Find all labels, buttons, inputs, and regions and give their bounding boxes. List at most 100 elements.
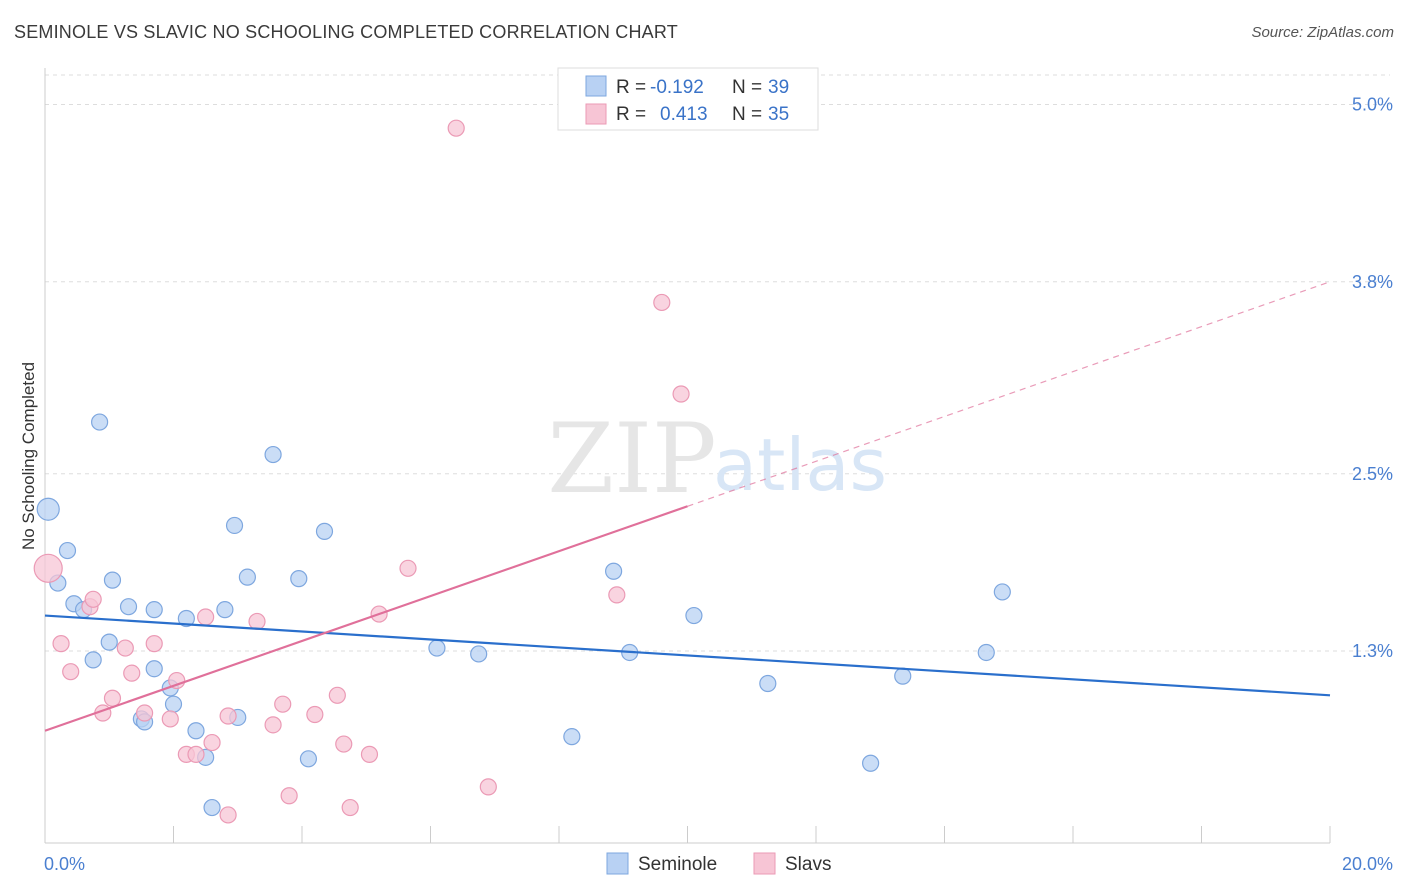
slavs-point xyxy=(168,671,186,690)
series-slavs-points xyxy=(33,119,690,824)
seminole-point xyxy=(685,606,703,625)
slavs-point xyxy=(187,745,205,763)
source-label: Source: ZipAtlas.com xyxy=(1251,24,1394,41)
slavs-point xyxy=(328,686,346,704)
slavs-point xyxy=(33,553,63,583)
y-tick-labels: 1.3% 2.5% 3.8% 5.0% xyxy=(1352,95,1393,661)
slavs-point xyxy=(672,385,690,403)
trend-lines xyxy=(44,281,1331,732)
slavs-point xyxy=(203,733,221,752)
slavs-point xyxy=(335,735,353,753)
seminole-point xyxy=(759,674,777,693)
seminole-point xyxy=(238,568,256,586)
bottom-legend-swatch-slavs xyxy=(753,852,776,875)
seminole-point xyxy=(187,722,205,740)
watermark-atlas: atlas xyxy=(713,423,887,507)
legend-swatch-slavs xyxy=(585,103,607,125)
seminole-point xyxy=(225,516,244,535)
x-tick-labels: 0.0% 20.0% xyxy=(44,854,1393,874)
correlation-legend: R = -0.192 N = 39 R = 0.413 N = 35 xyxy=(557,67,819,131)
seminole-point xyxy=(119,598,138,616)
seminole-point xyxy=(264,445,282,464)
seminole-point xyxy=(203,798,221,817)
seminole-point xyxy=(164,695,183,713)
slavs-point xyxy=(219,707,237,725)
seminole-point xyxy=(177,609,195,628)
trend-line-slavs xyxy=(44,505,688,732)
seminole-point xyxy=(91,413,109,431)
series-legend: Seminole Slavs xyxy=(606,852,831,875)
slavs-point xyxy=(479,778,497,796)
slavs-point xyxy=(264,716,282,734)
seminole-point xyxy=(299,750,318,768)
seminole-point xyxy=(36,497,60,521)
y-tick-label: 2.5% xyxy=(1352,464,1393,484)
slavs-point xyxy=(123,664,141,682)
seminole-point xyxy=(894,667,912,685)
slavs-point xyxy=(399,559,417,577)
slavs-point xyxy=(161,710,179,728)
slavs-point xyxy=(52,635,70,653)
seminole-point xyxy=(470,645,488,663)
slavs-point xyxy=(447,119,465,137)
grid-lines xyxy=(45,74,1390,652)
bottom-legend-slavs: Slavs xyxy=(785,854,831,875)
slavs-point xyxy=(360,745,379,763)
slavs-point xyxy=(306,705,324,724)
legend-r-label-seminole: R = xyxy=(616,77,646,98)
seminole-point xyxy=(290,570,308,588)
seminole-point xyxy=(216,601,234,619)
slavs-point xyxy=(274,695,292,713)
seminole-point xyxy=(145,660,163,678)
y-tick-label: 5.0% xyxy=(1352,95,1393,115)
legend-swatch-seminole xyxy=(585,75,607,97)
slavs-point xyxy=(84,590,102,608)
axes xyxy=(44,68,1331,844)
legend-r-value-seminole: -0.192 xyxy=(650,77,704,98)
x-tick-label-max: 20.0% xyxy=(1342,854,1393,874)
legend-n-label-slavs: N = xyxy=(732,104,762,125)
seminole-point xyxy=(145,601,163,619)
seminole-point xyxy=(58,541,77,560)
legend-n-value-slavs: 35 xyxy=(768,104,789,125)
slavs-point xyxy=(219,806,237,824)
slavs-point xyxy=(341,798,359,817)
legend-r-label-slavs: R = xyxy=(616,104,646,125)
slavs-point xyxy=(135,704,154,722)
x-tick-label-min: 0.0% xyxy=(44,854,85,874)
chart-title: SEMINOLE VS SLAVIC NO SCHOOLING COMPLETE… xyxy=(14,22,678,42)
legend-r-value-slavs: 0.413 xyxy=(660,104,708,125)
seminole-point xyxy=(977,643,995,662)
slavs-point xyxy=(103,689,122,707)
seminole-point xyxy=(605,562,623,580)
slavs-point xyxy=(145,635,163,653)
series-seminole-points xyxy=(36,413,1011,817)
seminole-point xyxy=(103,571,122,589)
slavs-point xyxy=(197,608,215,626)
seminole-point xyxy=(563,728,581,746)
slavs-point xyxy=(248,612,266,631)
bottom-legend-seminole: Seminole xyxy=(638,854,717,875)
slavs-point xyxy=(608,586,626,604)
legend-n-value-seminole: 39 xyxy=(768,77,789,98)
slavs-point xyxy=(280,787,298,805)
seminole-point xyxy=(315,522,334,540)
slavs-point xyxy=(62,663,80,681)
legend-n-label-seminole: N = xyxy=(732,77,762,98)
seminole-point xyxy=(84,651,102,669)
seminole-point xyxy=(862,754,880,772)
seminole-point xyxy=(100,633,118,651)
y-tick-label: 3.8% xyxy=(1352,272,1393,292)
trend-line-extension-slavs xyxy=(687,281,1331,507)
slavs-point xyxy=(653,293,671,312)
watermark: ZIP atlas xyxy=(547,403,887,515)
y-axis-label: No Schooling Completed xyxy=(19,362,38,550)
watermark-zip: ZIP xyxy=(547,403,716,515)
seminole-point xyxy=(428,639,446,657)
trend-line-seminole xyxy=(44,614,1331,697)
bottom-legend-swatch-seminole xyxy=(606,852,629,875)
seminole-point xyxy=(993,583,1011,601)
y-tick-label: 1.3% xyxy=(1352,641,1393,661)
slavs-point xyxy=(116,639,134,657)
